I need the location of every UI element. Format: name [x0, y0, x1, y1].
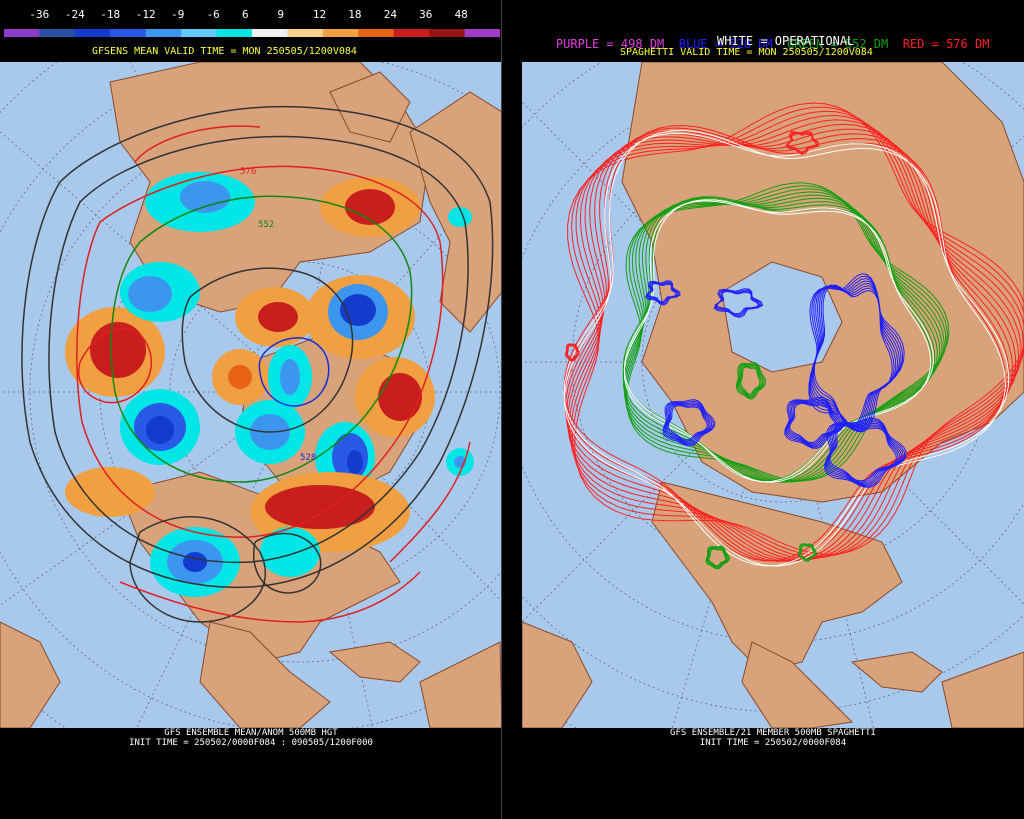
blue-contour [808, 273, 905, 433]
blue-contour [713, 288, 764, 318]
left-footer-line1: GFS ENSEMBLE MEAN/ANOM 500MB HGT [164, 728, 338, 738]
red-contour [570, 110, 1024, 559]
green-contour [707, 547, 728, 568]
green-contour [735, 361, 767, 400]
blue-contour [666, 404, 710, 442]
colorbar-tick-label: -9 [171, 8, 185, 21]
colorbar-swatch [216, 29, 253, 37]
red-contour [566, 345, 578, 360]
spaghetti-contours [563, 102, 1024, 570]
blue-contour [824, 417, 907, 488]
green-contour [705, 545, 730, 570]
blue-contour [824, 419, 906, 487]
right-footer-line2: INIT TIME = 250502/0000F084 [699, 738, 847, 748]
colorbar-tick-label: -36 [29, 8, 50, 21]
operational-contour [623, 199, 932, 483]
land [0, 62, 502, 728]
green-contour [798, 544, 816, 561]
contour-label-528: 528 [300, 453, 316, 463]
blue-contour [662, 399, 716, 447]
colorbar-tick-label: -18 [100, 8, 121, 21]
anomaly-fields [65, 172, 474, 597]
colorbar-swatch [4, 29, 40, 37]
legend-red: RED = 576 DM [902, 37, 990, 51]
blue-contour [784, 396, 845, 449]
height-contours [21, 105, 494, 623]
green-contour [738, 364, 764, 398]
right-panel: PURPLE = 498 DM BLUE = 528 DM GREEN = 55… [522, 0, 1024, 819]
colorbar-tick-label: 6 [242, 8, 249, 21]
blue-contour [786, 401, 840, 446]
blue-contour [667, 405, 708, 441]
red-contour [564, 343, 580, 362]
blue-contour [664, 402, 713, 445]
left-header: GFSENS MEAN VALID TIME = MON 250505/1200… [92, 46, 357, 57]
spaghetti-legend: PURPLE = 498 DM BLUE = 528 DM GREEN = 55… [527, 23, 990, 65]
green-contour [706, 546, 729, 569]
green-contour [799, 545, 815, 560]
blue-contour [645, 280, 681, 306]
left-map: 576 552 528 [0, 62, 502, 728]
colorbar-tick-label: 36 [419, 8, 433, 21]
legend-green: GREEN = 552 DM [787, 37, 889, 51]
left-footer-line2: INIT TIME = 250502/0000F084 : 090505/120… [129, 738, 373, 748]
red-contour [567, 102, 1024, 555]
contour-label-576: 576 [240, 167, 256, 177]
colorbar [4, 24, 501, 43]
green-contour [739, 365, 762, 396]
colorbar-swatch [393, 29, 430, 37]
colorbar-swatch [358, 29, 395, 37]
colorbar-tick-label: -6 [206, 8, 220, 21]
green-contour [740, 366, 761, 395]
colorbar-swatch [74, 29, 111, 37]
right-map [522, 62, 1024, 728]
colorbar-tick-label: 24 [383, 8, 397, 21]
red-contour [571, 106, 1024, 557]
legend-operational: WHITE = OPERATIONAL [717, 34, 855, 48]
blue-contour [785, 398, 843, 448]
left-panel: -36 -24 -18 -12 -9 -6 6 9 12 18 24 36 48 GFSENS MEAN… [0, 0, 502, 819]
colorbar-swatch [110, 29, 147, 37]
green-contour [736, 363, 765, 399]
green-contour [797, 543, 818, 562]
panel-divider [502, 0, 522, 819]
colorbar-tick-label: 9 [277, 8, 285, 21]
green-contour [625, 182, 950, 482]
red-contour [565, 344, 579, 361]
legend-purple: PURPLE = 498 DM [555, 37, 665, 51]
blue-contour [788, 401, 839, 445]
red-contour [567, 119, 1022, 561]
right-header: SPAGHETTI VALID TIME = MON 250505/1200V0… [620, 47, 873, 58]
contour-label-552: 552 [258, 220, 274, 230]
colorbar-swatch [39, 29, 76, 37]
colorbar-swatches [4, 29, 501, 37]
colorbar-tick-label: -12 [135, 8, 156, 21]
colorbar-tick-label: 18 [348, 8, 362, 21]
legend-blue: BLUE = 528 DM [678, 37, 773, 51]
colorbar-tick-label: -24 [64, 8, 85, 21]
colorbar-swatch [252, 29, 288, 37]
colorbar-swatch [429, 29, 466, 37]
colorbar-tick-label: 48 [454, 8, 468, 21]
colorbar-swatch [322, 29, 359, 37]
left-panel-border [501, 0, 502, 819]
red-contour [565, 123, 1020, 561]
colorbar-swatch [464, 29, 501, 37]
blue-contour [663, 400, 714, 446]
colorbar-swatch [287, 29, 324, 37]
right-footer-line1: GFS ENSEMBLE/21 MEMBER 500MB SPAGHETTI [670, 728, 876, 738]
colorbar-swatch [145, 29, 182, 37]
green-contour [708, 548, 727, 567]
green-contour [625, 185, 948, 482]
colorbar-swatch [181, 29, 218, 37]
operational-contour [564, 132, 1010, 567]
colorbar-tick-label: 12 [312, 8, 327, 21]
red-contour [785, 130, 820, 155]
blue-contour [665, 403, 711, 444]
